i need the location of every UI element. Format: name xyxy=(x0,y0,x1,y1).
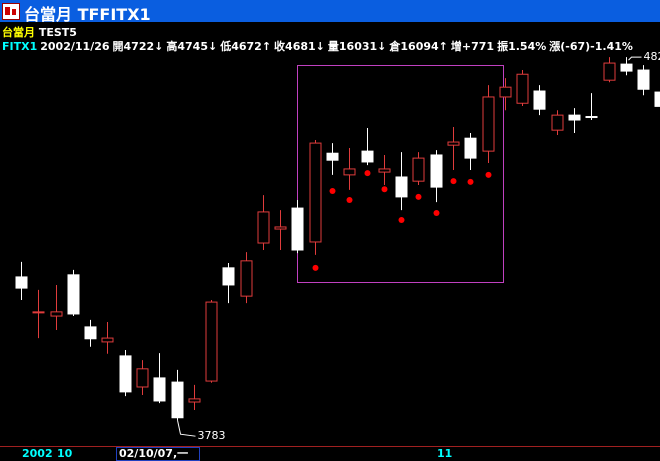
candle-body xyxy=(603,62,616,81)
annotation-leader xyxy=(177,420,196,437)
candle-body xyxy=(136,368,149,388)
timeline-year: 2002 xyxy=(22,447,53,460)
candle-body xyxy=(119,355,132,393)
candle-body xyxy=(309,142,322,243)
indicator-dot xyxy=(364,170,371,177)
legend-indicator: TEST5 xyxy=(38,26,77,39)
candle-body xyxy=(291,207,304,251)
info-item: 漲(-67)-1.41% xyxy=(549,40,633,53)
candle-body xyxy=(240,260,253,297)
info-item: 收4681↓ xyxy=(274,40,325,53)
low-annotation: 3783 xyxy=(198,429,226,442)
candle-body xyxy=(551,114,564,131)
timeline-next-month: 11 xyxy=(437,447,453,460)
title-bar: 台當月 TFFITX1 xyxy=(0,0,660,24)
candle-body xyxy=(326,152,339,161)
info-symbol: FITX1 xyxy=(2,40,38,53)
timeline-bar: 2002 10 02/10/07,一 11 xyxy=(0,446,660,461)
indicator-dot xyxy=(312,264,319,271)
candle-body xyxy=(50,311,63,317)
candle-body xyxy=(84,326,97,340)
info-item: 低4672↑ xyxy=(220,40,272,53)
indicator-dot xyxy=(485,171,492,178)
candle-body xyxy=(395,176,408,198)
candle-body xyxy=(585,116,598,119)
legend-row: 台當月 TEST5 xyxy=(2,24,77,40)
candle-body xyxy=(67,274,80,315)
indicator-dot xyxy=(450,178,457,185)
candle-body xyxy=(464,137,477,159)
candle-body xyxy=(171,381,184,419)
candle-body xyxy=(412,157,425,182)
info-items: 開4722↓ 高4745↓ 低4672↑ 收4681↓ 量16031↓ 倉16094↑ 增+… xyxy=(113,40,636,53)
candle-body xyxy=(15,276,28,289)
candle-body xyxy=(101,337,114,343)
info-date: 2002/11/26 xyxy=(40,40,110,53)
candle-body xyxy=(274,226,287,230)
info-row: FITX1 2002/11/26 開4722↓ 高4745↓ 低4672↑ 收4681↓ 量… xyxy=(2,38,639,54)
chart: 3783 482 xyxy=(15,50,660,442)
candle-body xyxy=(378,168,391,173)
candle-body xyxy=(482,96,495,152)
indicator-dot xyxy=(346,197,353,204)
indicator-dot xyxy=(398,216,405,223)
info-item: 振1.54% xyxy=(497,40,547,53)
candle-body xyxy=(516,73,529,104)
annotation-leader xyxy=(628,56,642,61)
candle-body xyxy=(637,69,650,90)
candle-body xyxy=(188,398,201,403)
candle-body xyxy=(257,211,270,244)
indicator-dot xyxy=(467,178,474,185)
timeline-month: 10 xyxy=(57,447,73,460)
info-item: 倉16094↑ xyxy=(389,40,448,53)
info-item: 量16031↓ xyxy=(327,40,387,53)
candle-body xyxy=(533,90,546,110)
indicator-dot xyxy=(381,186,388,193)
candle-body xyxy=(654,91,660,107)
info-item: 高4745↓ xyxy=(166,40,218,53)
indicator-dot xyxy=(433,209,440,216)
app-icon xyxy=(2,3,20,20)
candle-body xyxy=(620,63,633,72)
candle-body xyxy=(361,150,374,163)
candle-body xyxy=(499,86,512,98)
legend-name: 台當月 xyxy=(2,26,35,39)
high-annotation: 482 xyxy=(644,50,660,63)
indicator-dot xyxy=(329,187,336,194)
candle-body xyxy=(343,168,356,176)
timeline-cursor[interactable]: 02/10/07,一 xyxy=(116,447,200,461)
candle-body xyxy=(568,114,581,121)
window-title: 台當月 TFFITX1 xyxy=(24,5,151,24)
candle-body xyxy=(205,301,218,382)
candle-body xyxy=(32,311,45,314)
candle-body xyxy=(153,377,166,402)
candle-body xyxy=(430,154,443,188)
indicator-dot xyxy=(415,193,422,200)
candle-body xyxy=(447,141,460,146)
candle-body xyxy=(222,267,235,286)
selection-box xyxy=(297,65,504,283)
info-item: 增+771 xyxy=(450,40,495,53)
info-item: 開4722↓ xyxy=(112,40,164,53)
